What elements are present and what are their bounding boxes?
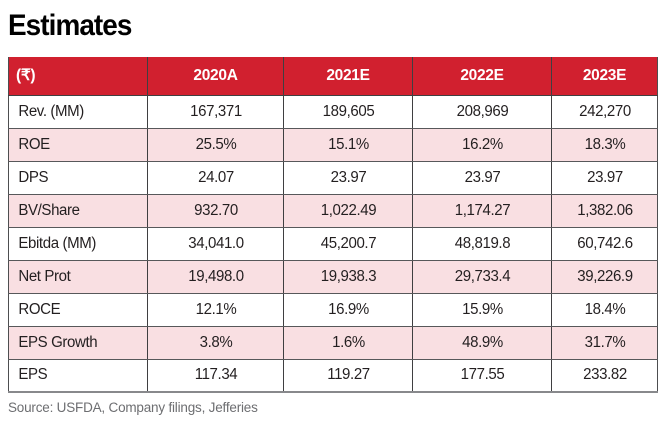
column-header-2023e: 2023E [551, 57, 658, 96]
cell-value: 23.97 [284, 161, 411, 195]
cell-value: 31.7% [552, 326, 656, 360]
table-row: EPS 117.34 119.27 177.55 233.82 [9, 359, 658, 393]
cell-value: 208,969 [414, 95, 550, 129]
cell-value: 23.97 [552, 161, 656, 195]
cell-value: 3.8% [149, 326, 282, 360]
row-label: ROCE [10, 293, 146, 327]
cell-value: 48.9% [414, 326, 550, 360]
cell-value: 16.2% [414, 128, 550, 162]
table-row: BV/Share 932.70 1,022.49 1,174.27 1,382.… [8, 194, 658, 228]
table-row: ROCE 12.1% 16.9% 15.9% 18.4% [9, 293, 658, 327]
cell-value: 19,498.0 [149, 260, 282, 294]
table-row: Ebitda (MM) 34,041.0 45,200.7 48,819.8 6… [9, 227, 658, 261]
header-row: (₹) 2020A 2021E 2022E 2023E [8, 57, 658, 96]
cell-value: 34,041.0 [149, 227, 282, 261]
estimates-table: (₹) 2020A 2021E 2022E 2023E Rev. (MM) 16… [8, 57, 658, 393]
cell-value: 1.6% [284, 326, 411, 360]
row-label: Net Prot [10, 260, 146, 294]
cell-value: 19,938.3 [284, 260, 411, 294]
cell-value: 1,174.27 [414, 194, 550, 228]
column-header-2021e: 2021E [283, 57, 413, 96]
row-label: EPS Growth [10, 326, 146, 360]
cell-value: 48,819.8 [414, 227, 550, 261]
cell-value: 39,226.9 [552, 260, 656, 294]
cell-value: 117.34 [149, 359, 282, 393]
cell-value: 167,371 [149, 95, 282, 129]
table-row: Rev. (MM) 167,371 189,605 208,969 242,27… [9, 95, 658, 129]
cell-value: 242,270 [552, 95, 656, 129]
row-label: EPS [10, 359, 146, 393]
cell-value: 15.9% [414, 293, 550, 327]
source-note: Source: USFDA, Company filings, Jefferie… [8, 400, 258, 415]
row-label: DPS [10, 161, 146, 195]
page-title: Estimates [8, 9, 132, 42]
cell-value: 29,733.4 [414, 260, 550, 294]
cell-value: 189,605 [284, 95, 411, 129]
cell-value: 24.07 [149, 161, 282, 195]
cell-value: 25.5% [149, 128, 282, 162]
row-label: BV/Share [10, 194, 146, 228]
cell-value: 1,022.49 [284, 194, 411, 228]
cell-value: 1,382.06 [552, 194, 656, 228]
column-header-2022e: 2022E [412, 57, 552, 96]
table-row: ROE 25.5% 15.1% 16.2% 18.3% [8, 128, 658, 162]
cell-value: 16.9% [284, 293, 411, 327]
table-row: Net Prot 19,498.0 19,938.3 29,733.4 39,2… [8, 260, 658, 294]
cell-value: 12.1% [149, 293, 282, 327]
cell-value: 233.82 [552, 359, 656, 393]
cell-value: 18.3% [552, 128, 656, 162]
table-row: DPS 24.07 23.97 23.97 23.97 [9, 161, 658, 195]
cell-value: 932.70 [149, 194, 282, 228]
row-label: Rev. (MM) [10, 95, 146, 129]
cell-value: 119.27 [284, 359, 411, 393]
table-row: EPS Growth 3.8% 1.6% 48.9% 31.7% [8, 326, 658, 360]
column-header-2020a: 2020A [147, 57, 284, 96]
cell-value: 45,200.7 [284, 227, 411, 261]
column-header-currency: (₹) [8, 57, 148, 96]
cell-value: 23.97 [414, 161, 550, 195]
cell-value: 15.1% [284, 128, 411, 162]
row-label: ROE [10, 128, 146, 162]
cell-value: 60,742.6 [552, 227, 656, 261]
cell-value: 18.4% [552, 293, 656, 327]
row-label: Ebitda (MM) [10, 227, 146, 261]
cell-value: 177.55 [414, 359, 550, 393]
